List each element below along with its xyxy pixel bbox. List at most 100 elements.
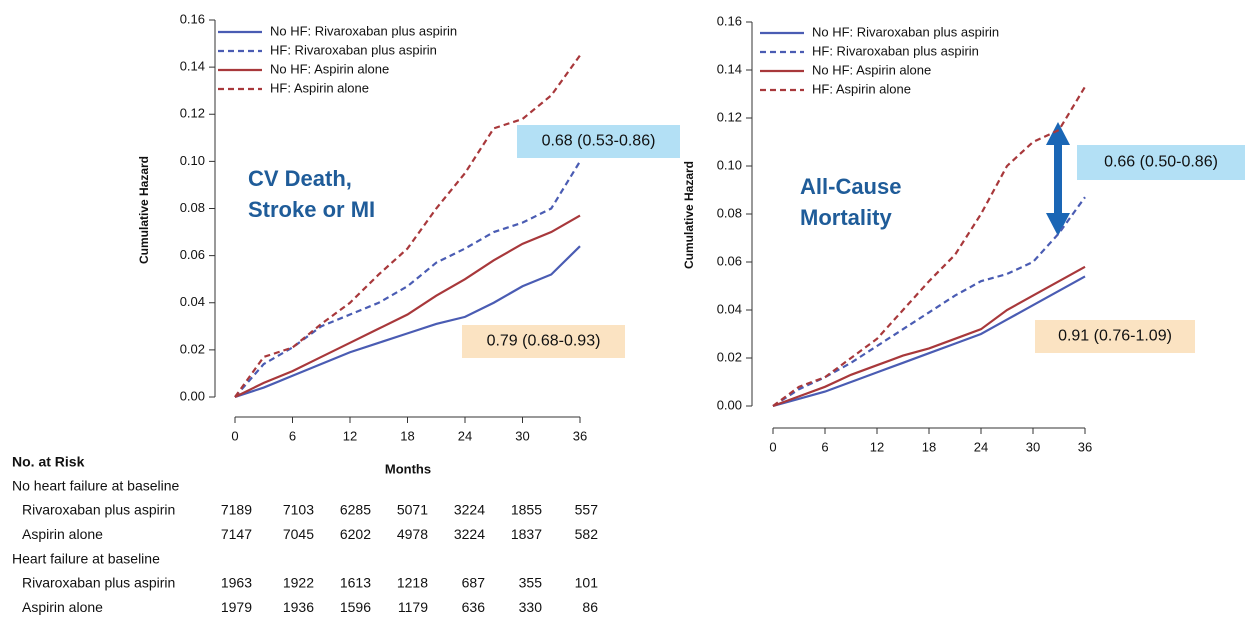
- legend-label: No HF: Rivaroxaban plus aspirin: [812, 24, 999, 39]
- x-tick-label: 30: [515, 428, 529, 443]
- x-tick-label: 12: [343, 428, 357, 443]
- series-line: [772, 196, 1086, 407]
- y-tick-label: 0.04: [717, 301, 742, 316]
- risk-row-name: Rivaroxaban plus aspirin: [22, 575, 175, 591]
- risk-count: 330: [519, 599, 543, 615]
- legend-label: No HF: Aspirin alone: [812, 62, 931, 77]
- x-tick-label: 18: [922, 439, 936, 454]
- y-tick-label: 0.14: [717, 61, 742, 76]
- x-tick-label: 0: [231, 428, 238, 443]
- series-line: [772, 86, 1086, 407]
- y-tick-label: 0.08: [717, 205, 742, 220]
- x-tick-label: 6: [821, 439, 828, 454]
- risk-count: 1855: [511, 502, 542, 518]
- annotation-text: 0.91 (0.76-1.09): [1058, 328, 1172, 345]
- risk-count: 5071: [397, 502, 428, 518]
- risk-count: 1596: [340, 599, 371, 615]
- x-tick-label: 6: [289, 428, 296, 443]
- panel-title: Stroke or MI: [248, 197, 375, 222]
- annotation-box: [462, 325, 625, 358]
- series-line: [772, 265, 1086, 408]
- risk-count: 4978: [397, 526, 428, 542]
- risk-count: 687: [462, 575, 486, 591]
- y-tick-label: 0.14: [180, 59, 205, 74]
- risk-table-title: No. at Risk: [12, 454, 85, 470]
- risk-count: 86: [582, 599, 598, 615]
- y-axis-label: Cumulative Hazard: [137, 156, 151, 264]
- annotation-box: [517, 125, 680, 158]
- x-tick-label: 36: [1078, 439, 1092, 454]
- risk-count: 1922: [283, 575, 314, 591]
- y-tick-label: 0.12: [717, 109, 742, 124]
- risk-count: 557: [575, 502, 599, 518]
- risk-count: 1979: [221, 599, 252, 615]
- y-tick-label: 0.04: [180, 294, 205, 309]
- legend-label: HF: Rivaroxaban plus aspirin: [270, 42, 437, 57]
- series-line: [234, 245, 581, 399]
- risk-row-name: Aspirin alone: [22, 599, 103, 615]
- x-tick-label: 24: [458, 428, 472, 443]
- risk-count: 3224: [454, 526, 485, 542]
- y-tick-label: 0.16: [717, 13, 742, 28]
- y-tick-label: 0.02: [717, 349, 742, 364]
- risk-count: 582: [575, 526, 599, 542]
- risk-count: 1837: [511, 526, 542, 542]
- risk-group-label: No heart failure at baseline: [12, 478, 180, 494]
- legend-label: No HF: Aspirin alone: [270, 61, 389, 76]
- legend-label: HF: Rivaroxaban plus aspirin: [812, 43, 979, 58]
- risk-count: 7189: [221, 502, 252, 518]
- risk-count: 1963: [221, 575, 252, 591]
- x-tick-label: 12: [870, 439, 884, 454]
- legend-label: No HF: Rivaroxaban plus aspirin: [270, 23, 457, 38]
- annotation-text: 0.68 (0.53-0.86): [542, 133, 656, 150]
- x-tick-label: 0: [769, 439, 776, 454]
- y-tick-label: 0.00: [717, 397, 742, 412]
- y-tick-label: 0.02: [180, 341, 205, 356]
- risk-count: 355: [519, 575, 543, 591]
- y-tick-label: 0.10: [180, 153, 205, 168]
- difference-arrow: [1046, 122, 1070, 236]
- y-tick-label: 0.10: [717, 157, 742, 172]
- series-line: [772, 275, 1086, 408]
- risk-group-label: Heart failure at baseline: [12, 551, 160, 567]
- annotation-text: 0.79 (0.68-0.93): [487, 333, 601, 350]
- risk-count: 1613: [340, 575, 371, 591]
- x-tick-label: 36: [573, 428, 587, 443]
- risk-count: 1179: [398, 599, 428, 615]
- series-line: [234, 214, 581, 398]
- y-tick-label: 0.12: [180, 106, 205, 121]
- risk-count: 7103: [283, 502, 314, 518]
- panel-title: All-Cause: [800, 174, 901, 199]
- x-axis-label: Months: [385, 461, 431, 476]
- y-tick-label: 0.06: [180, 247, 205, 262]
- x-tick-label: 30: [1026, 439, 1040, 454]
- panel-title: Mortality: [800, 205, 892, 230]
- risk-count: 1218: [397, 575, 428, 591]
- series-line: [234, 160, 581, 398]
- y-axis-label: Cumulative Hazard: [682, 161, 696, 269]
- risk-count: 101: [575, 575, 599, 591]
- risk-count: 7045: [283, 526, 314, 542]
- x-tick-label: 18: [400, 428, 414, 443]
- y-tick-label: 0.00: [180, 388, 205, 403]
- risk-row-name: Aspirin alone: [22, 526, 103, 542]
- series-line: [234, 54, 581, 398]
- risk-count: 3224: [454, 502, 485, 518]
- y-tick-label: 0.06: [717, 253, 742, 268]
- annotation-box: [1077, 145, 1245, 180]
- x-tick-label: 24: [974, 439, 988, 454]
- annotation-box: [1035, 320, 1195, 353]
- risk-count: 7147: [221, 526, 252, 542]
- risk-count: 6202: [340, 526, 371, 542]
- risk-row-name: Rivaroxaban plus aspirin: [22, 502, 175, 518]
- y-tick-label: 0.16: [180, 11, 205, 26]
- risk-count: 6285: [340, 502, 371, 518]
- panel-title: CV Death,: [248, 166, 352, 191]
- legend-label: HF: Aspirin alone: [270, 80, 369, 95]
- risk-count: 1936: [283, 599, 314, 615]
- risk-count: 636: [462, 599, 486, 615]
- annotation-text: 0.66 (0.50-0.86): [1104, 154, 1218, 171]
- legend-label: HF: Aspirin alone: [812, 81, 911, 96]
- y-tick-label: 0.08: [180, 200, 205, 215]
